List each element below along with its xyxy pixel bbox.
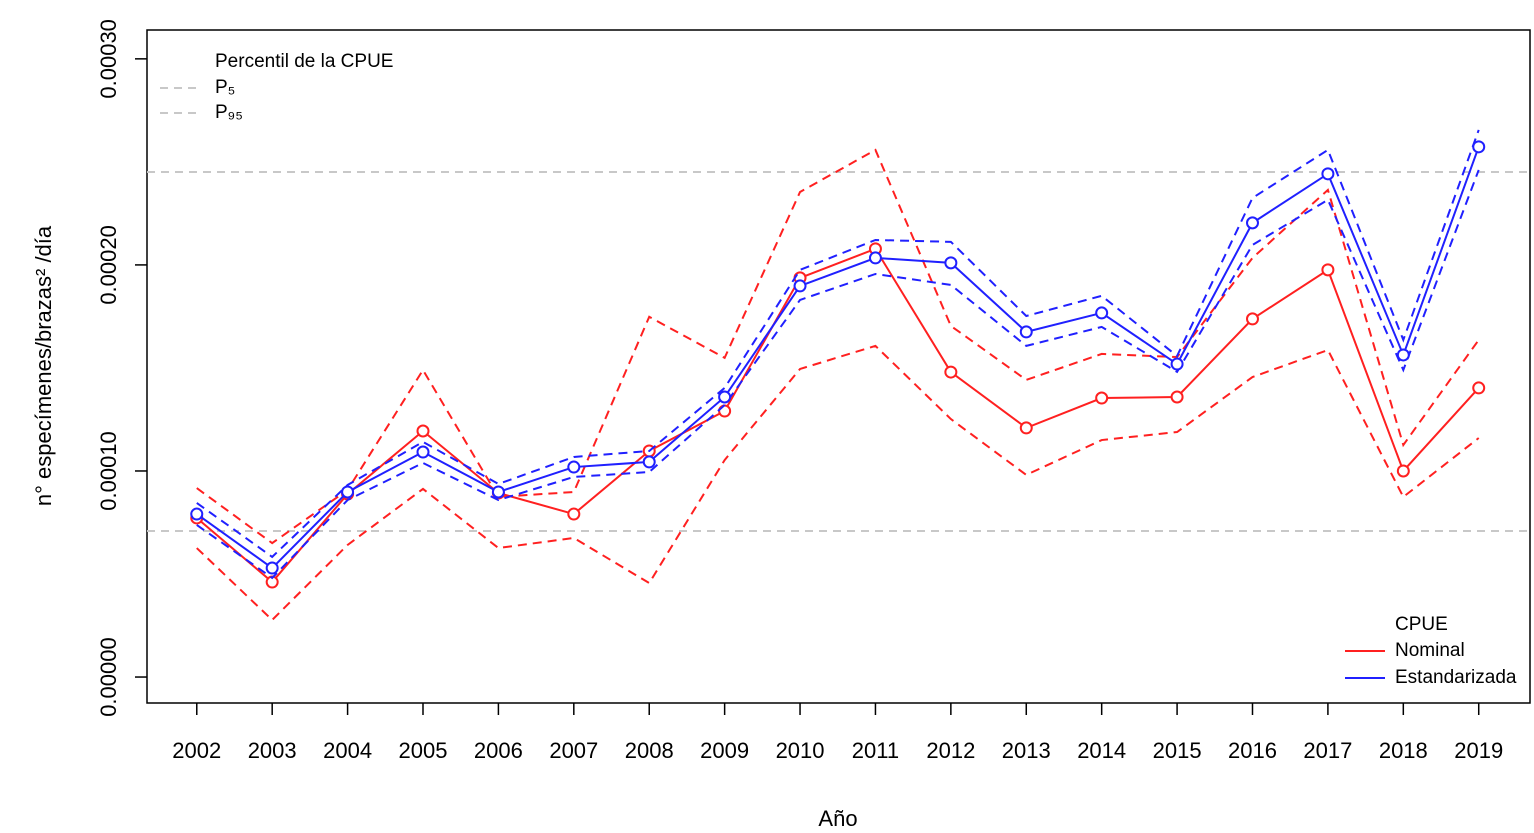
point bbox=[793, 279, 807, 293]
legend-label: P₅ bbox=[215, 77, 235, 98]
confidence-line bbox=[196, 148, 1480, 545]
point bbox=[1396, 348, 1410, 362]
x-tick-label: 2017 bbox=[1303, 738, 1352, 763]
confidence-line bbox=[196, 344, 1480, 622]
x-tick-label: 2008 bbox=[625, 738, 674, 763]
reference-legend-title: Percentil de la CPUE bbox=[215, 51, 393, 72]
legend-label: P₉₅ bbox=[215, 102, 243, 123]
point bbox=[1095, 306, 1109, 320]
point bbox=[1095, 391, 1109, 405]
y-tick-label: 0.00000 bbox=[96, 637, 121, 717]
point bbox=[1245, 312, 1259, 326]
y-tick-label: 0.00030 bbox=[96, 19, 121, 99]
y-tick-label: 0.00020 bbox=[96, 225, 121, 305]
point bbox=[265, 561, 279, 575]
point bbox=[1019, 421, 1033, 435]
point bbox=[1170, 357, 1184, 371]
point bbox=[190, 507, 204, 521]
x-tick-label: 2009 bbox=[700, 738, 749, 763]
x-tick-label: 2016 bbox=[1228, 738, 1277, 763]
x-tick-label: 2014 bbox=[1077, 738, 1126, 763]
point bbox=[416, 445, 430, 459]
plot-frame bbox=[146, 29, 1531, 704]
x-tick-label: 2010 bbox=[776, 738, 825, 763]
point bbox=[341, 485, 355, 499]
x-tick-label: 2019 bbox=[1454, 738, 1503, 763]
point bbox=[1321, 167, 1335, 181]
point bbox=[1170, 390, 1184, 404]
point bbox=[944, 256, 958, 270]
point bbox=[1472, 381, 1486, 395]
series-line bbox=[196, 247, 1480, 584]
y-tick-label: 0.00010 bbox=[96, 431, 121, 511]
point bbox=[1396, 464, 1410, 478]
point bbox=[491, 485, 505, 499]
x-tick-label: 2005 bbox=[399, 738, 448, 763]
x-tick-label: 2006 bbox=[474, 738, 523, 763]
x-axis-title: Año bbox=[818, 806, 857, 831]
legend-label: Nominal bbox=[1395, 640, 1465, 661]
x-tick-label: 2012 bbox=[926, 738, 975, 763]
legend-title: CPUE bbox=[1395, 614, 1448, 635]
point bbox=[567, 507, 581, 521]
point bbox=[1245, 216, 1259, 230]
series-line bbox=[196, 146, 1480, 570]
y-axis-title: n° especímenes/brazas² /día bbox=[31, 225, 56, 506]
x-tick-label: 2013 bbox=[1002, 738, 1051, 763]
x-tick-label: 2007 bbox=[549, 738, 598, 763]
point bbox=[718, 390, 732, 404]
x-tick-label: 2015 bbox=[1153, 738, 1202, 763]
point bbox=[567, 460, 581, 474]
x-tick-label: 2004 bbox=[323, 738, 372, 763]
x-tick-label: 2011 bbox=[852, 738, 899, 763]
point bbox=[868, 251, 882, 265]
point bbox=[416, 424, 430, 438]
confidence-line bbox=[196, 129, 1480, 559]
confidence-line bbox=[196, 169, 1480, 580]
x-tick-label: 2002 bbox=[172, 738, 221, 763]
x-tick-label: 2018 bbox=[1379, 738, 1428, 763]
point bbox=[1472, 140, 1486, 154]
legend-label: Estandarizada bbox=[1395, 667, 1517, 688]
x-tick-label: 2003 bbox=[248, 738, 297, 763]
point bbox=[944, 365, 958, 379]
point bbox=[1321, 263, 1335, 277]
point bbox=[1019, 325, 1033, 339]
point bbox=[642, 455, 656, 469]
